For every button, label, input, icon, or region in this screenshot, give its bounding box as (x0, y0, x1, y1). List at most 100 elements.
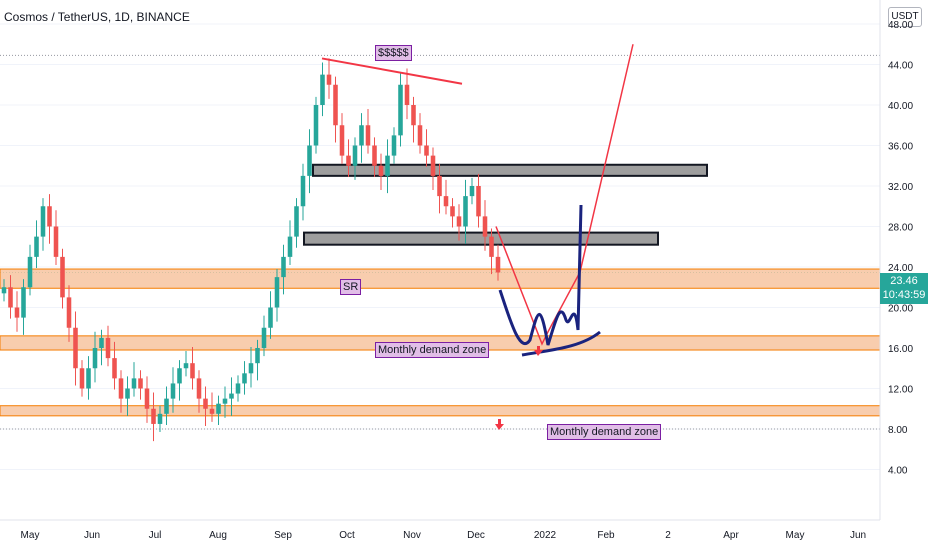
candle-body (170, 383, 176, 399)
candle-body (14, 307, 20, 318)
candle-body (482, 216, 488, 237)
candle-body (398, 84, 403, 136)
candle-body (463, 196, 468, 227)
candle-body (196, 378, 202, 399)
candle-body (73, 327, 78, 369)
y-tick-label: 48.00 (888, 20, 913, 31)
candle-body (307, 145, 312, 176)
x-tick-label: May (21, 530, 40, 541)
candle-body (281, 256, 286, 278)
x-tick-label: May (786, 530, 805, 541)
x-tick-label: Apr (723, 530, 739, 541)
candle-body (79, 368, 85, 389)
candle-body (27, 256, 33, 288)
candle-body (430, 155, 436, 176)
candle-body (105, 337, 111, 359)
candle-body (21, 287, 26, 318)
candle-body (164, 398, 169, 414)
candle-body (151, 408, 156, 424)
candle-body (495, 256, 501, 273)
projection-path (495, 44, 634, 346)
y-tick-label: 28.00 (888, 223, 913, 234)
candle-body (333, 84, 338, 126)
y-tick-label: 24.00 (888, 263, 913, 274)
demand-zone-label-2: Monthly demand zone (547, 424, 662, 440)
candle-body (157, 413, 163, 424)
demand-zone-rect (0, 268, 881, 289)
up-arrow-icon (534, 346, 543, 356)
candle-body (66, 297, 72, 328)
candle-body (489, 236, 494, 257)
x-tick-label: Sep (274, 530, 292, 541)
chart-title: Cosmos / TetherUS, 1D, BINANCE (4, 10, 190, 24)
candle-body (339, 125, 345, 156)
x-tick-label: Jun (850, 530, 866, 541)
candle-body (34, 236, 39, 257)
candle-body (40, 206, 46, 237)
candle-body (372, 145, 377, 166)
candle-body (235, 383, 241, 394)
candle-body (216, 403, 221, 414)
candle-body (229, 393, 234, 399)
candle-body (8, 287, 13, 308)
candle-body (99, 337, 104, 348)
candle-body (385, 155, 390, 176)
sr-label: SR (340, 279, 362, 295)
y-tick-label: 20.00 (888, 304, 913, 315)
up-arrow-icon (495, 419, 504, 430)
candle-body (443, 196, 449, 207)
candle-body (242, 373, 247, 384)
y-tick-label: 8.00 (888, 425, 908, 436)
candle-body (274, 277, 280, 308)
x-tick-label: Aug (209, 530, 227, 541)
candle-body (268, 307, 273, 328)
candle-body (456, 216, 462, 227)
candle-body (326, 74, 332, 85)
y-tick-label: 4.00 (888, 466, 908, 477)
candle-body (417, 125, 423, 146)
x-tick-label: 2 (665, 530, 671, 541)
demand-zone-label-1: Monthly demand zone (375, 342, 490, 358)
candle-body (294, 206, 299, 237)
candle-body (411, 105, 416, 126)
demand-zone-rect (0, 405, 881, 417)
hand-drawn-underline (521, 330, 601, 357)
candle-body (300, 175, 306, 207)
candle-body (248, 363, 254, 374)
candle-body (53, 226, 59, 257)
candle-body (177, 368, 182, 384)
x-tick-label: Dec (467, 530, 485, 541)
candle-body (359, 125, 364, 146)
candle-body (86, 368, 91, 389)
candle-body (437, 175, 442, 197)
candle-body (469, 186, 475, 197)
candle-body (190, 363, 195, 379)
countdown: 10:43:59 (882, 289, 926, 301)
candle-body (183, 363, 189, 369)
candle-body (255, 348, 260, 364)
candle-body (209, 408, 215, 414)
candle-body (313, 105, 319, 146)
last-price: 23.46 (890, 275, 918, 287)
candle-body (118, 378, 124, 399)
currency-badge[interactable]: USDT (888, 7, 922, 27)
candle-body (131, 378, 137, 389)
y-tick-label: 16.00 (888, 344, 913, 355)
x-tick-label: Oct (339, 530, 355, 541)
candle-body (404, 84, 410, 105)
x-tick-label: Jun (84, 530, 100, 541)
candle-body (47, 206, 52, 227)
candle-body (1, 287, 7, 294)
candle-body (365, 125, 371, 146)
candle-body (378, 165, 384, 176)
candle-body (112, 358, 117, 379)
candle-body (138, 378, 143, 389)
y-tick-label: 12.00 (888, 385, 913, 396)
resistance-box (312, 163, 708, 177)
y-tick-label: 32.00 (888, 182, 913, 193)
candle-body (222, 398, 228, 404)
x-tick-label: Jul (149, 530, 162, 541)
y-tick-label: 44.00 (888, 61, 913, 72)
candle-body (92, 348, 98, 369)
